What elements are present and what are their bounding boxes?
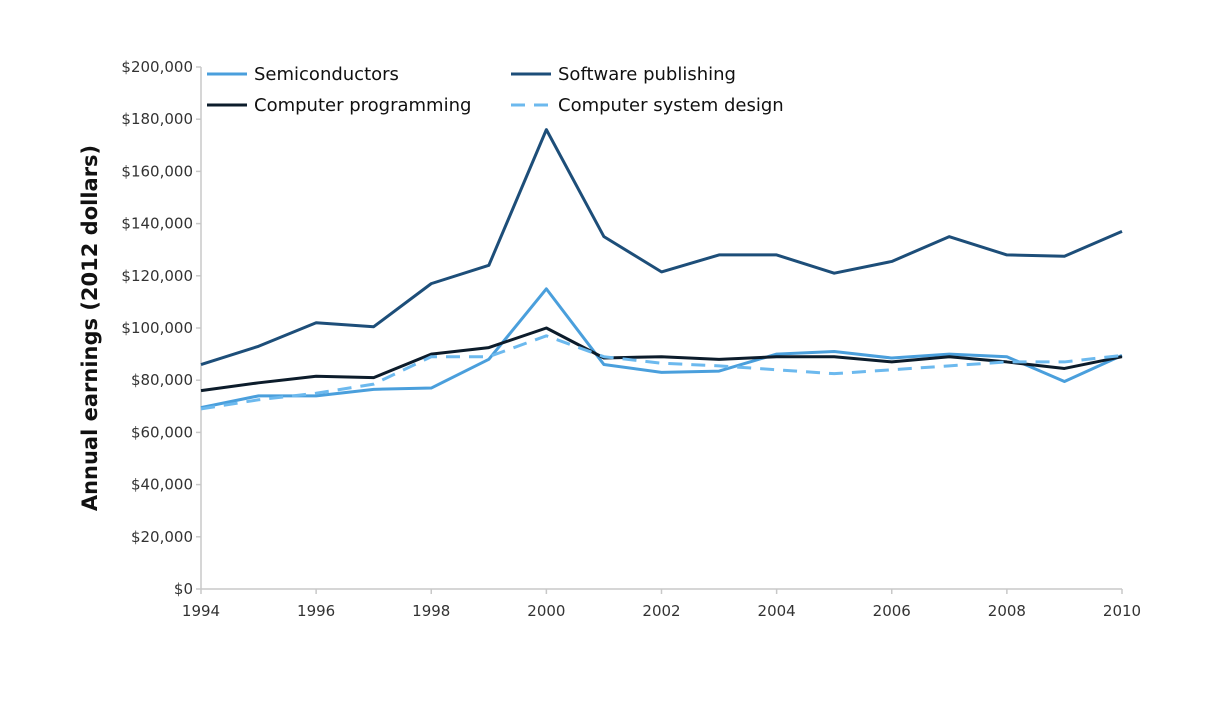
legend-label: Semiconductors xyxy=(254,64,399,85)
series-line-software-publishing xyxy=(200,128,1123,366)
series-lines xyxy=(200,128,1123,411)
x-tick-label: 1998 xyxy=(412,602,450,620)
y-tick-label: $200,000 xyxy=(121,58,193,76)
y-tick-label: $40,000 xyxy=(131,476,193,494)
y-tick-label: $100,000 xyxy=(121,319,193,337)
y-tick-label: $140,000 xyxy=(121,215,193,233)
y-tick-label: $120,000 xyxy=(121,267,193,285)
x-tick-label: 2000 xyxy=(527,602,565,620)
y-axis-label: Annual earnings (2012 dollars) xyxy=(78,145,102,511)
series-line-computer-programming xyxy=(200,326,1123,393)
x-tick-label: 2004 xyxy=(758,602,796,620)
axes: $0 $20,000 $40,000 $60,000 $80,000 $100,000 $1… xyxy=(121,58,1141,620)
series-line-computer-system-design xyxy=(200,334,1123,411)
y-tick-label: $60,000 xyxy=(131,423,193,441)
legend-label: Software publishing xyxy=(558,64,736,85)
legend: Semiconductors Software publishing Compute… xyxy=(207,64,784,116)
x-tick-label: 1994 xyxy=(182,602,220,620)
x-tick-label: 2010 xyxy=(1103,602,1141,620)
y-tick-label: $180,000 xyxy=(121,110,193,128)
series-line-semiconductors xyxy=(200,287,1123,410)
legend-label: Computer system design xyxy=(558,95,784,116)
y-tick-label: $0 xyxy=(174,580,193,598)
y-tick-label: $80,000 xyxy=(131,371,193,389)
x-tick-label: 2006 xyxy=(873,602,911,620)
y-tick-label: $20,000 xyxy=(131,528,193,546)
y-tick-label: $160,000 xyxy=(121,162,193,180)
x-tick-label: 2002 xyxy=(642,602,680,620)
legend-label: Computer programming xyxy=(254,95,471,116)
x-tick-label: 1996 xyxy=(297,602,335,620)
x-tick-label: 2008 xyxy=(988,602,1026,620)
